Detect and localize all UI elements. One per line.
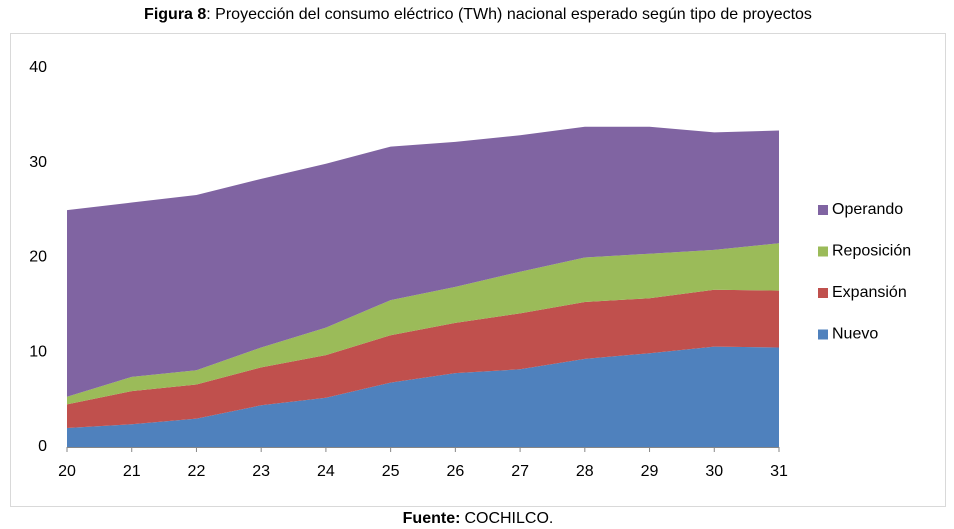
x-tick-label: 25 (382, 463, 400, 480)
title-text: : Proyección del consumo eléctrico (TWh)… (206, 6, 812, 23)
source-label: Fuente: (403, 510, 461, 527)
legend-swatch (818, 288, 828, 298)
chart-title: Figura 8: Proyección del consumo eléctri… (144, 6, 812, 23)
x-tick-label: 26 (446, 463, 464, 480)
x-tick-label: 23 (252, 463, 270, 480)
x-tick-label: 30 (705, 463, 723, 480)
area (67, 289, 779, 429)
area (67, 243, 779, 405)
y-tick-label: 30 (29, 154, 47, 171)
legend-swatch (818, 246, 828, 257)
x-tick-label: 22 (188, 463, 206, 480)
y-tick-label: 40 (29, 59, 47, 76)
x-tick-label: 24 (317, 463, 335, 480)
source: Fuente: COCHILCO. (403, 510, 554, 527)
legend-label: Nuevo (832, 326, 878, 343)
legend-swatch (818, 205, 828, 215)
area (67, 346, 779, 447)
legend-label: Operando (832, 201, 903, 218)
y-tick-label: 0 (38, 438, 47, 455)
source-text: COCHILCO. (464, 510, 553, 527)
x-tick-label: 31 (770, 463, 788, 480)
x-tick-label: 29 (641, 463, 659, 480)
legend-label: Expansión (832, 284, 907, 301)
title-label: Figura 8 (144, 6, 206, 23)
x-tick-label: 28 (576, 463, 594, 480)
legend-label: Reposición (832, 243, 911, 260)
area (67, 126, 779, 397)
x-tick-label: 20 (58, 463, 76, 480)
x-tick-label: 21 (123, 463, 141, 480)
y-tick-label: 10 (29, 343, 47, 360)
chart-frame (10, 33, 946, 507)
y-tick-label: 20 (29, 249, 47, 266)
legend-swatch (818, 329, 828, 340)
x-tick-label: 27 (511, 463, 529, 480)
